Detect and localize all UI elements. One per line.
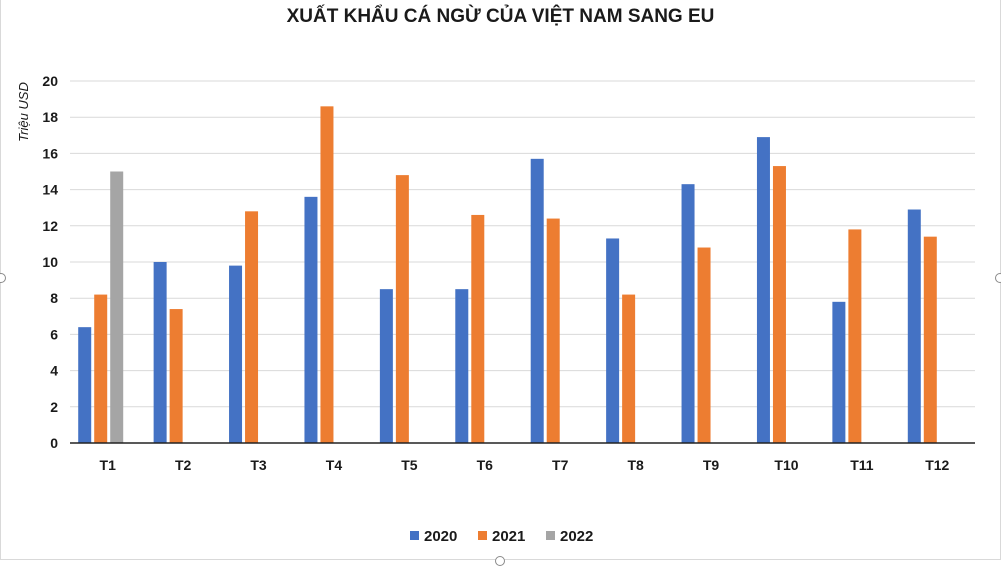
bar-2020-T3 bbox=[229, 265, 243, 443]
bar-2020-T5 bbox=[379, 289, 393, 443]
x-tick-label: T9 bbox=[703, 457, 720, 473]
bar-2021-T9 bbox=[697, 247, 711, 443]
x-tick-label: T11 bbox=[850, 457, 874, 473]
legend-swatch-2022 bbox=[546, 531, 555, 540]
bar-2021-T6 bbox=[471, 214, 485, 443]
bar-2020-T7 bbox=[530, 158, 544, 443]
x-tick-label: T1 bbox=[100, 457, 117, 473]
legend-label-2020: 2020 bbox=[424, 528, 457, 545]
bar-2020-T6 bbox=[455, 289, 469, 443]
bar-2020-T9 bbox=[681, 184, 695, 444]
bar-2021-T10 bbox=[772, 166, 786, 443]
bar-2020-T4 bbox=[304, 196, 318, 443]
y-tick-label: 16 bbox=[42, 145, 58, 161]
bar-2020-T10 bbox=[756, 137, 770, 444]
bar-2020-T8 bbox=[606, 238, 620, 443]
y-tick-label: 10 bbox=[42, 254, 58, 270]
y-tick-label: 6 bbox=[50, 326, 58, 342]
x-tick-label: T4 bbox=[326, 457, 343, 473]
x-tick-label: T6 bbox=[477, 457, 494, 473]
x-tick-label: T7 bbox=[552, 457, 569, 473]
legend-label-2022: 2022 bbox=[560, 528, 593, 545]
y-tick-label: 8 bbox=[50, 290, 58, 306]
bar-2020-T12 bbox=[907, 209, 921, 443]
bar-2021-T8 bbox=[622, 294, 636, 443]
bar-2021-T12 bbox=[923, 236, 937, 443]
y-tick-label: 20 bbox=[42, 73, 58, 89]
x-tick-label: T10 bbox=[774, 457, 798, 473]
chart-title: XUẤT KHẨU CÁ NGỪ CỦA VIỆT NAM SANG EU bbox=[286, 6, 715, 27]
x-tick-label: T5 bbox=[401, 457, 418, 473]
resize-handle-left[interactable] bbox=[0, 273, 6, 283]
y-tick-label: 14 bbox=[42, 182, 58, 198]
x-tick-label: T2 bbox=[175, 457, 192, 473]
x-tick-label: T12 bbox=[925, 457, 949, 473]
legend-label-2021: 2021 bbox=[492, 528, 525, 545]
bar-2022-T1 bbox=[110, 171, 124, 443]
y-tick-label: 18 bbox=[42, 109, 58, 125]
bar-2021-T1 bbox=[94, 294, 108, 443]
bar-2021-T5 bbox=[395, 175, 409, 443]
bar-2020-T11 bbox=[832, 301, 846, 443]
y-tick-label: 12 bbox=[42, 218, 58, 234]
x-tick-label: T3 bbox=[250, 457, 267, 473]
resize-handle-bottom[interactable] bbox=[495, 556, 505, 566]
y-tick-label: 0 bbox=[50, 435, 58, 451]
y-tick-label: 2 bbox=[50, 399, 58, 415]
x-tick-label: T8 bbox=[627, 457, 644, 473]
resize-handle-right[interactable] bbox=[995, 273, 1001, 283]
bar-2021-T11 bbox=[848, 229, 862, 443]
bar-2021-T2 bbox=[169, 309, 183, 443]
bar-2021-T4 bbox=[320, 106, 334, 443]
y-axis-label: Triệu USD bbox=[16, 82, 31, 142]
bar-2021-T3 bbox=[245, 211, 259, 443]
legend-swatch-2020 bbox=[410, 531, 419, 540]
bar-2020-T1 bbox=[78, 327, 92, 443]
bar-2021-T7 bbox=[546, 218, 560, 443]
bar-2020-T2 bbox=[153, 262, 167, 443]
legend-swatch-2021 bbox=[478, 531, 487, 540]
y-tick-label: 4 bbox=[50, 363, 58, 379]
